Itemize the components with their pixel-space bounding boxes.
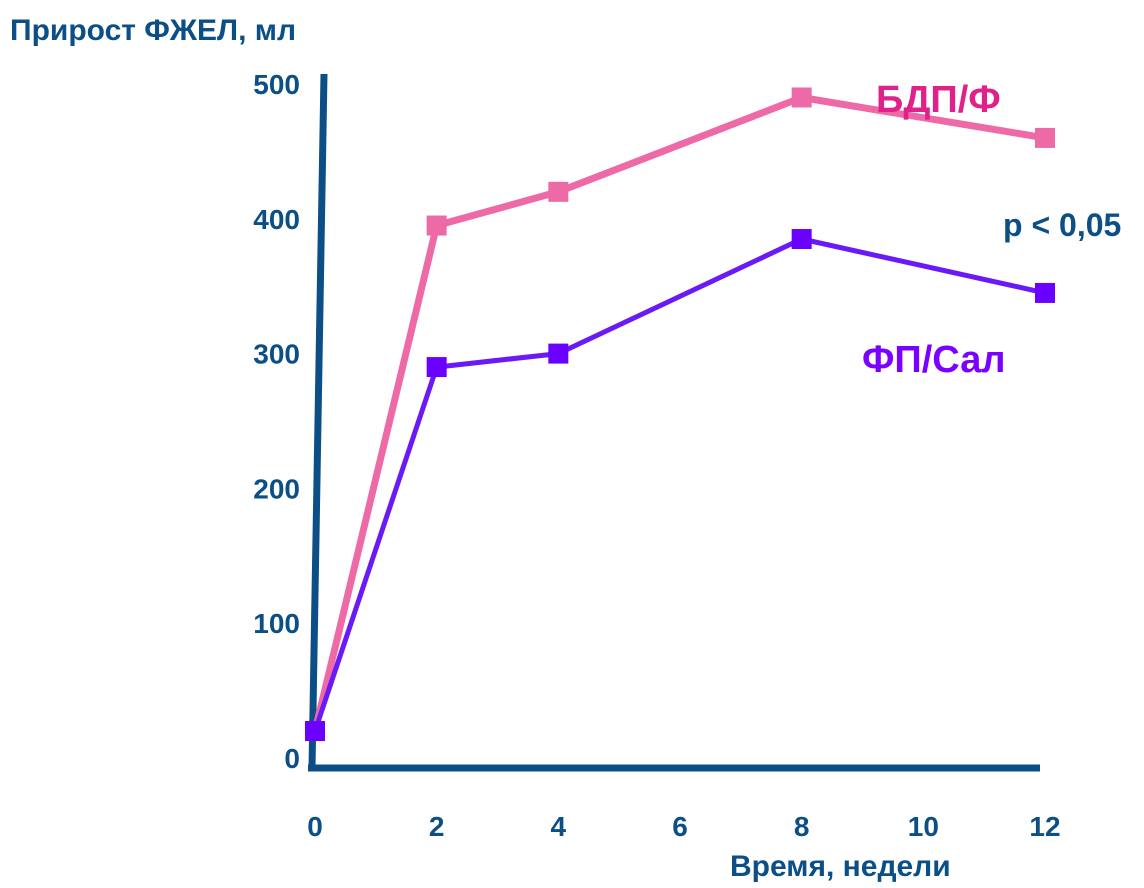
data-point-marker [548, 343, 569, 364]
x-tick-label: 0 [307, 811, 323, 842]
data-point-marker [1035, 282, 1055, 303]
x-tick-label: 4 [551, 811, 567, 842]
data-point-marker [1035, 127, 1055, 148]
y-tick-labels: 0 100 200 300 400 500 [253, 69, 300, 774]
y-tick-label: 200 [253, 473, 300, 504]
y-axis-line [308, 73, 328, 769]
series-line-0 [311, 94, 1046, 732]
y-tick-label: 300 [253, 339, 300, 370]
series-lines [311, 94, 1046, 732]
data-point-marker [791, 229, 812, 250]
x-tick-label: 6 [672, 811, 688, 842]
significance-annotation: p < 0,05 [1003, 207, 1121, 243]
x-tick-label: 8 [794, 811, 810, 842]
y-tick-label: 400 [253, 204, 300, 235]
y-tick-label: 0 [284, 743, 300, 774]
x-tick-label: 10 [908, 811, 939, 842]
y-axis-label: Прирост ФЖЕЛ, мл [10, 14, 296, 47]
series-label-bdp-f: БДП/Ф [876, 79, 1001, 121]
x-axis-label: Время, недели [730, 850, 951, 883]
series-label-fp-sal: ФП/Сал [862, 339, 1005, 381]
data-point-marker [791, 87, 812, 108]
data-point-marker [548, 181, 569, 202]
data-point-marker [426, 215, 447, 236]
y-tick-label: 100 [253, 608, 300, 639]
x-tick-label: 12 [1029, 811, 1060, 842]
x-tick-labels: 0 2 4 6 8 10 12 [307, 811, 1060, 842]
series-line-1 [312, 236, 1046, 732]
x-tick-label: 2 [429, 811, 445, 842]
data-point-marker [426, 357, 447, 378]
y-tick-label: 500 [253, 69, 300, 100]
data-point-marker [305, 721, 325, 742]
series-markers [305, 87, 1055, 742]
